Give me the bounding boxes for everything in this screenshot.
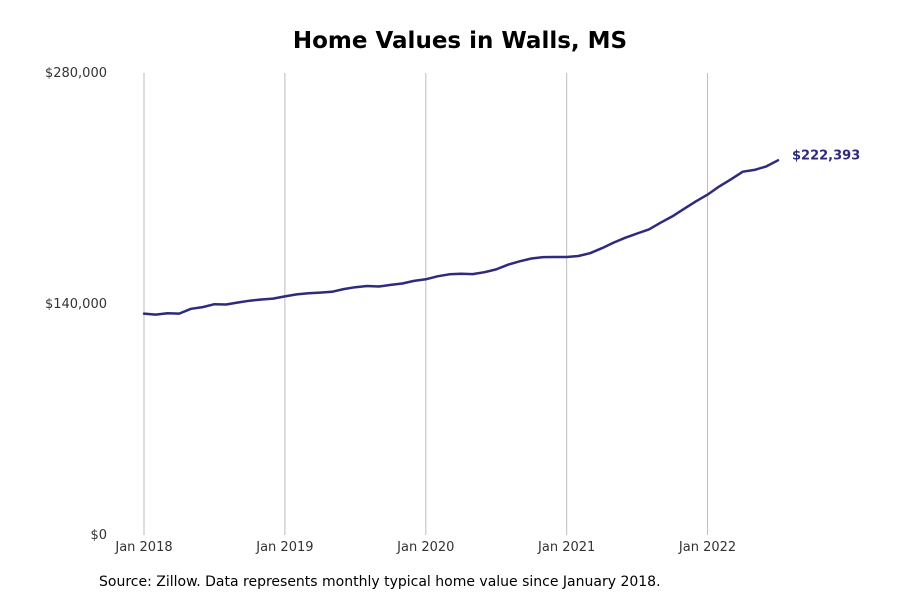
x-tick-label: Jan 2021 [537, 540, 595, 555]
y-tick-label: $280,000 [45, 66, 107, 81]
gridlines [143, 73, 709, 535]
x-tick-label: Jan 2018 [114, 540, 172, 555]
chart-title: Home Values in Walls, MS [292, 28, 628, 54]
y-tick-label: $140,000 [45, 297, 107, 312]
x-axis-ticks: Jan 2018 Jan 2019 Jan 2020 Jan 2021 Jan 2022 [114, 540, 736, 555]
x-tick-label: Jan 2022 [678, 540, 736, 555]
y-axis-ticks: $0 $140,000 $280,000 [45, 66, 107, 543]
chart-source-note: Source: Zillow. Data represents monthly … [99, 574, 661, 590]
x-tick-label: Jan 2019 [255, 540, 313, 555]
series-line [142, 159, 780, 316]
series-line-group: $222,393 [142, 148, 860, 316]
end-value-label: $222,393 [792, 148, 860, 163]
x-tick-label: Jan 2020 [396, 540, 454, 555]
y-tick-label: $0 [90, 528, 107, 543]
